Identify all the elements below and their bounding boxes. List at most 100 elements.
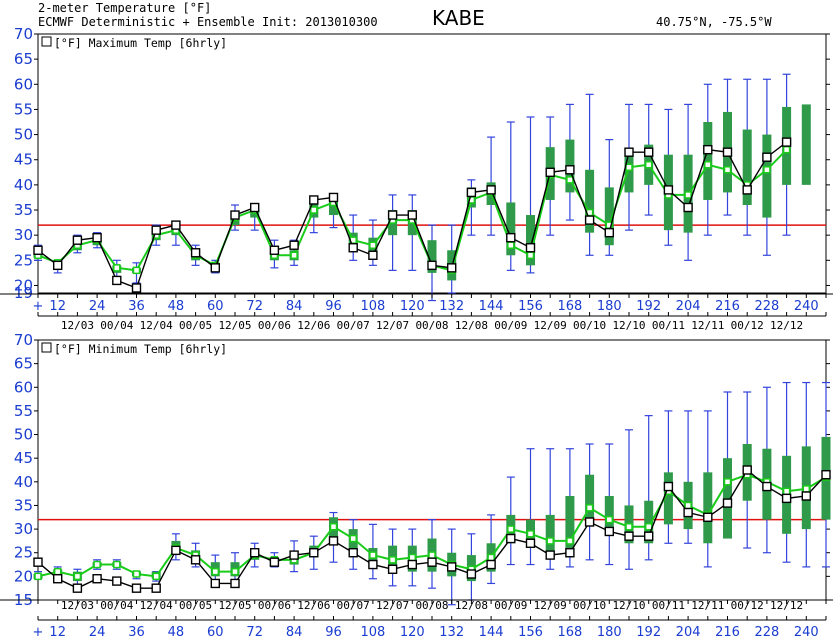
- y-tick-label: 40: [14, 176, 33, 194]
- header-title-line2: ECMWF Deterministic + Ensemble Init: 201…: [38, 15, 378, 29]
- x-tick-label: 120: [400, 299, 425, 314]
- x-tick-label: 96: [325, 299, 342, 314]
- ensemble-mean-point: [73, 572, 82, 581]
- y-tick-label: 50: [14, 126, 33, 144]
- iqr-box: [427, 240, 437, 273]
- x-date-label: 00/12: [731, 319, 764, 332]
- ensemble-mean-point: [113, 264, 121, 272]
- x-tick-label: 48: [168, 625, 185, 639]
- iqr-box: [604, 187, 614, 246]
- deterministic-point: [644, 147, 654, 157]
- x-date-label: 00/11: [652, 599, 685, 612]
- deterministic-point: [92, 574, 102, 584]
- panel-title-marker: [41, 36, 52, 47]
- x-tick-label: 156: [518, 299, 543, 314]
- deterministic-point: [663, 481, 674, 492]
- ensemble-mean-point: [566, 537, 574, 545]
- x-tick-label: 60: [207, 625, 224, 639]
- x-tick-label: 228: [754, 299, 779, 314]
- y-tick-label: 40: [14, 473, 33, 491]
- deterministic-point: [604, 526, 614, 537]
- deterministic-point: [112, 275, 122, 286]
- deterministic-point: [171, 545, 181, 556]
- ensemble-mean-point: [487, 553, 495, 562]
- x-tick-label: 60: [207, 299, 224, 314]
- deterministic-point: [348, 243, 358, 253]
- deterministic-point: [565, 165, 575, 175]
- y-tick-label: 45: [14, 449, 33, 467]
- x-date-label: 00/09: [494, 319, 527, 332]
- x-tick-label: 168: [557, 625, 582, 639]
- ensemble-mean-point: [704, 161, 712, 169]
- deterministic-point: [249, 202, 260, 213]
- x-tick-label: 228: [754, 625, 779, 639]
- deterministic-point: [644, 531, 654, 541]
- deterministic-point: [309, 195, 319, 205]
- station-coordinates: 40.75°N, -75.5°W: [656, 15, 772, 29]
- x-tick-label: 12: [49, 625, 66, 639]
- x-tick-label: 72: [246, 299, 263, 314]
- deterministic-point: [545, 550, 555, 560]
- ensemble-mean-point: [763, 166, 771, 174]
- deterministic-point: [506, 232, 516, 243]
- ensemble-mean-point: [526, 251, 535, 260]
- deterministic-point: [703, 512, 713, 522]
- x-date-label: 12/07: [376, 319, 409, 332]
- ensemble-mean-point: [684, 501, 692, 510]
- deterministic-point: [230, 578, 240, 589]
- x-date-label: 12/08: [455, 319, 488, 332]
- ensemble-mean-point: [566, 176, 574, 184]
- deterministic-point: [722, 147, 733, 157]
- y-tick-label: 19: [14, 284, 33, 302]
- deterministic-point: [427, 557, 437, 567]
- deterministic-point: [447, 263, 457, 273]
- deterministic-point: [407, 210, 417, 220]
- deterministic-point: [781, 137, 792, 147]
- deterministic-point: [584, 215, 595, 225]
- x-date-label: 00/11: [652, 319, 685, 332]
- deterministic-point: [131, 583, 142, 593]
- x-date-label: 12/05: [218, 319, 251, 332]
- x-tick-label: 48: [168, 299, 185, 314]
- x-tick-label: 120: [400, 625, 425, 639]
- x-date-label: 12/03: [61, 599, 94, 612]
- deterministic-point: [762, 481, 772, 492]
- x-date-label: 12/03: [61, 319, 94, 332]
- deterministic-point: [466, 187, 477, 198]
- deterministic-point: [92, 232, 102, 243]
- deterministic-point: [801, 491, 811, 501]
- deterministic-point: [624, 531, 634, 541]
- x-tick-label: 132: [439, 625, 464, 639]
- deterministic-point: [33, 557, 43, 567]
- x-date-label: 12/08: [455, 599, 488, 612]
- y-tick-label: 20: [14, 567, 33, 585]
- deterministic-point: [565, 548, 575, 558]
- x-date-label: 12/12: [770, 319, 803, 332]
- ensemble-mean-point: [585, 504, 594, 512]
- deterministic-point: [624, 147, 634, 157]
- ensemble-mean-point: [290, 251, 298, 260]
- header-title-line1: 2-meter Temperature [°F]: [38, 1, 212, 15]
- station-id: KABE: [432, 6, 485, 30]
- x-tick-label: 144: [479, 299, 504, 314]
- deterministic-point: [230, 210, 240, 220]
- ensemble-mean-point: [526, 530, 535, 538]
- y-tick-label: 60: [14, 75, 33, 93]
- x-date-label: 00/06: [258, 319, 291, 332]
- deterministic-point: [466, 569, 477, 579]
- x-date-label: 00/04: [100, 599, 133, 612]
- deterministic-point: [328, 536, 339, 546]
- x-tick-label: 132: [439, 299, 464, 314]
- deterministic-point: [742, 185, 752, 195]
- x-tick-label: 24: [89, 299, 106, 314]
- ensemble-mean-point: [723, 478, 732, 486]
- ensemble-mean-point: [349, 534, 357, 543]
- ensemble-mean-point: [369, 551, 377, 559]
- y-tick-label: 20: [14, 276, 33, 294]
- deterministic-point: [683, 202, 693, 213]
- x-date-label: 12/06: [297, 599, 330, 612]
- deterministic-point: [447, 562, 457, 572]
- deterministic-point: [486, 185, 496, 195]
- y-tick-label: 25: [14, 251, 33, 269]
